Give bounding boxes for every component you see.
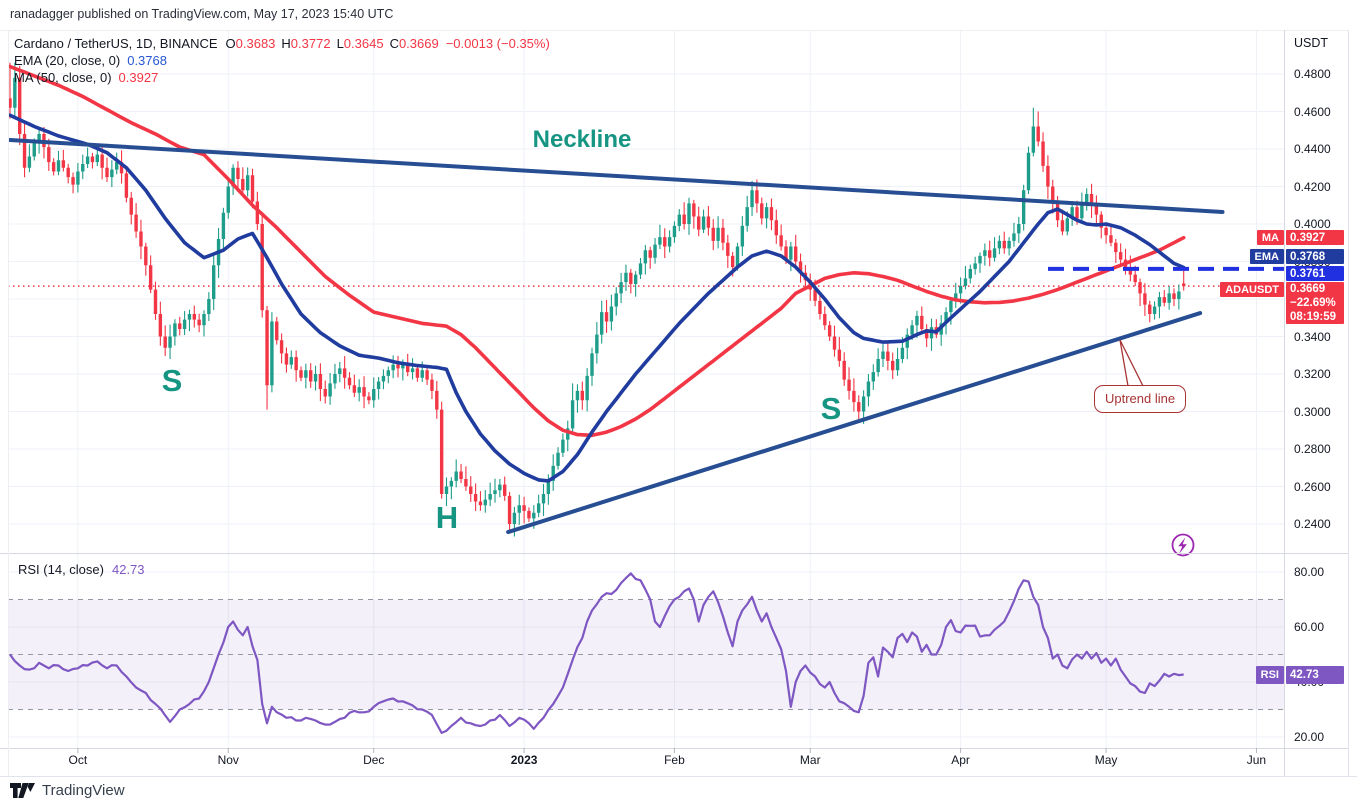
rsi-axis-tick: 80.00: [1294, 565, 1325, 579]
footer-brand: TradingView: [10, 782, 125, 799]
rsi-legend-value: 42.73: [111, 562, 145, 577]
price-axis-tick: 0.3000: [1294, 404, 1331, 419]
rsi-line: [9, 572, 1184, 735]
ma-badge-label: MA: [1256, 230, 1284, 245]
change-value: −0.0013 (−0.35%): [445, 36, 550, 51]
level-badge-value: 0.3761: [1286, 266, 1344, 281]
symbol-title: Cardano / TetherUS, 1D, BINANCE: [14, 36, 218, 51]
ohlc-value: 0.3772: [290, 36, 331, 51]
ema-legend-value: 0.3768: [127, 53, 167, 68]
ma50-line: [8, 64, 1186, 438]
time-axis-label: 2023: [510, 753, 538, 767]
ohlc-letter: O: [225, 36, 236, 51]
ma-badge-value: 0.3927: [1286, 230, 1344, 245]
price-axis-tick: 0.4000: [1294, 217, 1331, 231]
time-axis-label: Jun: [1246, 753, 1267, 767]
ema-legend-label: EMA (20, close, 0): [14, 53, 121, 68]
price-axis-tick: 0.2600: [1294, 479, 1331, 494]
time-axis-label: Oct: [68, 753, 88, 767]
ema-badge-value: 0.3768: [1286, 249, 1344, 264]
price-axis-tick: 0.2400: [1294, 517, 1331, 531]
ma-legend-value: 0.3927: [118, 70, 159, 85]
rsi-legend: RSI (14, close) 42.73: [18, 562, 145, 577]
ema-badge-label: EMA: [1249, 249, 1284, 264]
symbol-badge-value: 0.3669 −22.69% 08:19:59: [1286, 282, 1344, 324]
ema-legend: EMA (20, close, 0) 0.3768: [14, 53, 167, 68]
neckline-label: Neckline: [532, 126, 632, 153]
time-axis-label: Feb: [664, 753, 685, 767]
ma-legend-label: MA (50, close, 0): [14, 70, 112, 85]
rsi-axis-tick: 60.00: [1294, 620, 1325, 634]
price-axis-tick: 0.4600: [1294, 104, 1331, 119]
ohlc-value: 0.3645: [343, 36, 384, 51]
ohlc-letter: L: [336, 36, 344, 51]
time-axis-label: Dec: [363, 753, 385, 767]
price-axis-tick: 0.4800: [1294, 67, 1331, 81]
time-axis-label: May: [1094, 753, 1118, 767]
ohlc-letter: C: [389, 36, 399, 51]
footer-brand-text: TradingView: [42, 782, 125, 799]
price-axis-tick: 0.4400: [1294, 142, 1331, 156]
left-shoulder-label: S: [161, 363, 183, 398]
price-axis-unit: USDT: [1294, 36, 1329, 50]
time-axis-label: Nov: [217, 753, 239, 767]
ohlc-values: O0.3683 H0.3772 L0.3645 C0.3669: [220, 36, 439, 51]
uptrend-callout: Uptrend line: [1094, 385, 1187, 413]
ema20-line: [8, 113, 1186, 483]
callout-tail: [1119, 339, 1145, 387]
price-axis-tick: 0.2800: [1294, 442, 1331, 456]
ohlc-letter: H: [281, 36, 291, 51]
symbol-legend: Cardano / TetherUS, 1D, BINANCE O0.3683 H0…: [14, 36, 550, 51]
right-shoulder-label: S: [820, 391, 842, 426]
attribution-text: ranadagger published on TradingView.com,…: [10, 7, 394, 21]
price-axis-tick: 0.4200: [1294, 179, 1331, 194]
tradingview-logo-icon: [10, 783, 35, 798]
price-axis-tick: 0.3400: [1294, 329, 1331, 344]
neckline-drawing: [8, 138, 1225, 214]
rsi-badge-value: 42.73: [1286, 666, 1344, 684]
ma-legend: MA (50, close, 0) 0.3927: [14, 70, 158, 85]
uptrend-drawing: [506, 311, 1203, 535]
price-axis-tick: 0.3200: [1294, 367, 1331, 381]
rsi-badge-label: RSI: [1255, 666, 1284, 684]
time-axis-label: Apr: [951, 753, 970, 767]
symbol-badge-label: ADAUSDT: [1220, 282, 1284, 297]
ohlc-value: 0.3669: [398, 36, 439, 51]
time-axis-label: Mar: [799, 753, 821, 767]
head-label: H: [435, 500, 459, 535]
lightning-icon: [1171, 533, 1195, 557]
rsi-legend-label: RSI (14, close): [18, 562, 104, 577]
rsi-axis-tick: 20.00: [1294, 730, 1325, 744]
ohlc-value: 0.3683: [235, 36, 276, 51]
